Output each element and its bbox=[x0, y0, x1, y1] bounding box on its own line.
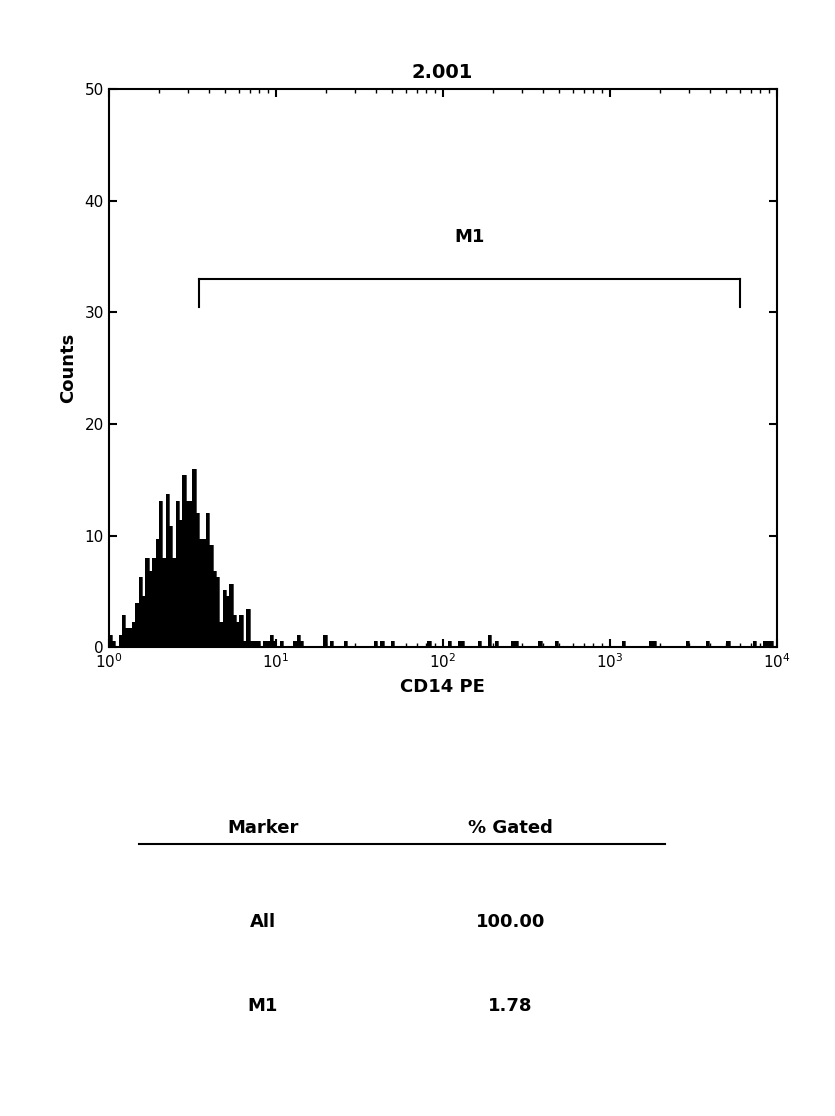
Text: 1.78: 1.78 bbox=[488, 998, 533, 1016]
X-axis label: CD14 PE: CD14 PE bbox=[400, 677, 485, 695]
Text: All: All bbox=[250, 913, 276, 931]
Text: % Gated: % Gated bbox=[468, 819, 553, 837]
Y-axis label: Counts: Counts bbox=[59, 334, 78, 403]
Text: 100.00: 100.00 bbox=[475, 913, 545, 931]
Text: M1: M1 bbox=[248, 998, 278, 1016]
Text: Marker: Marker bbox=[227, 819, 299, 837]
Title: 2.001: 2.001 bbox=[412, 64, 473, 83]
Text: M1: M1 bbox=[454, 228, 484, 246]
